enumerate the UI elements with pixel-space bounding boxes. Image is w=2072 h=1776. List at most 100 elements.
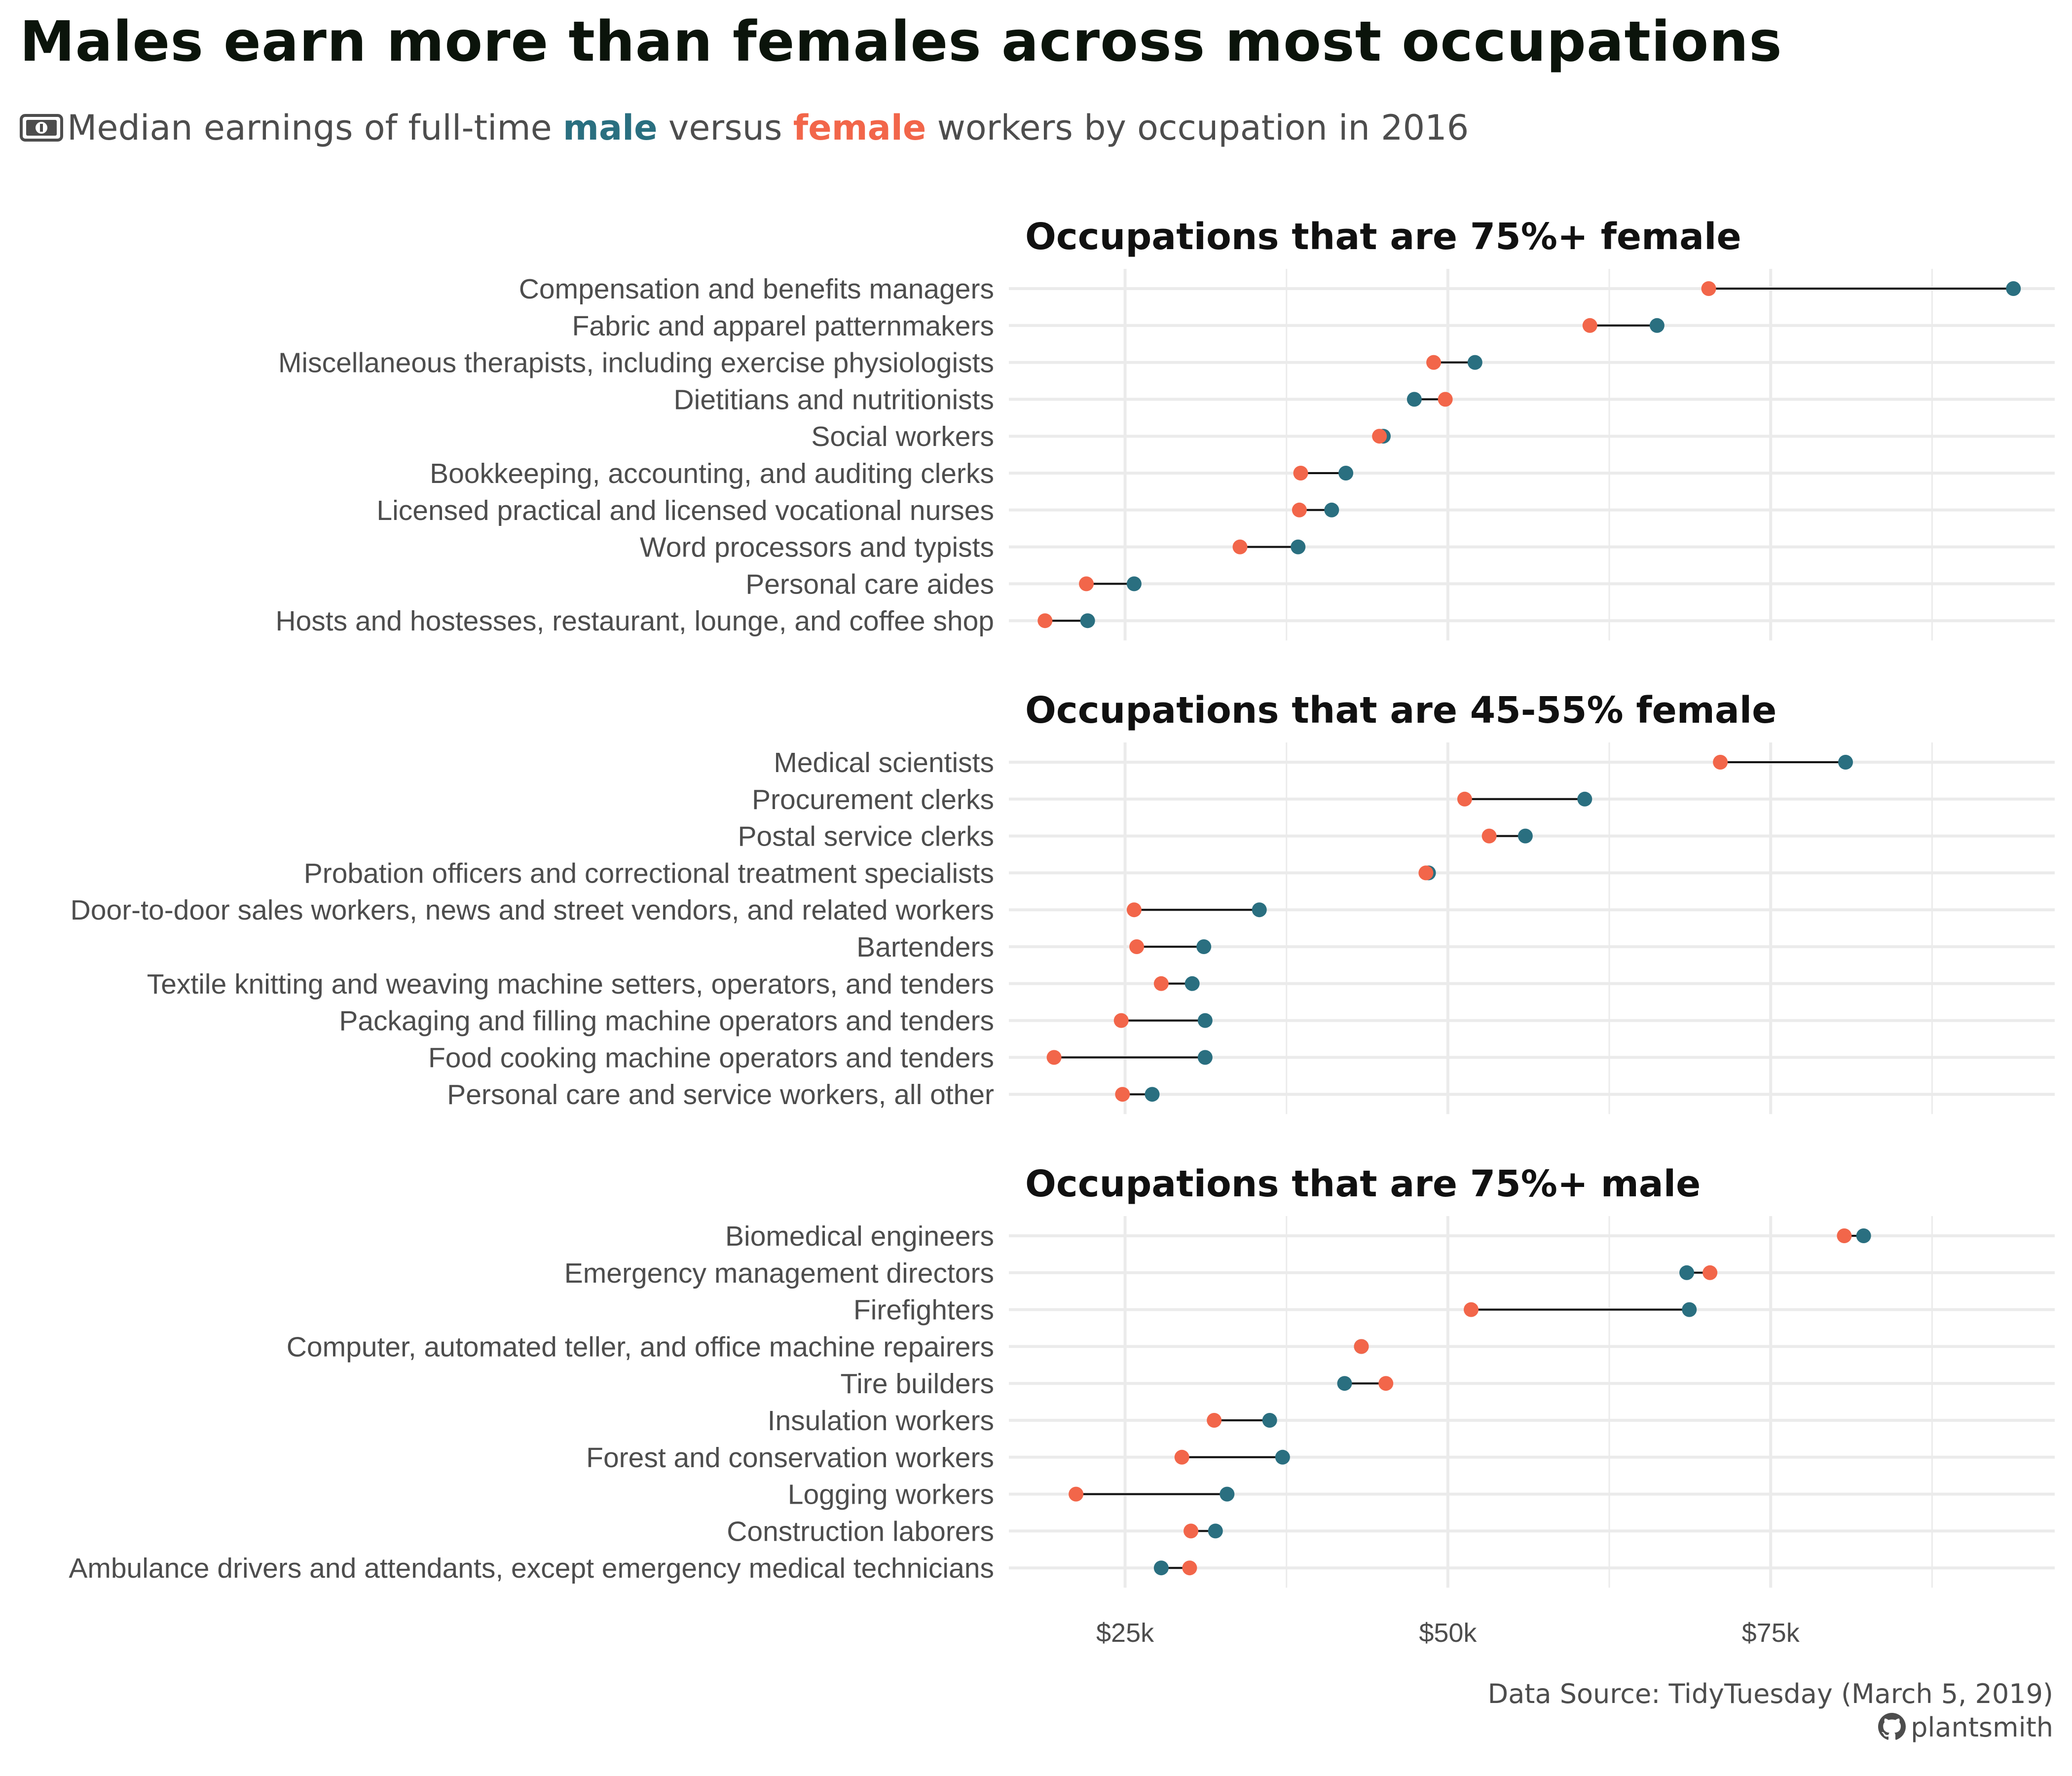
female-point bbox=[1069, 1486, 1084, 1502]
female-point bbox=[1426, 355, 1442, 370]
subtitle-middle: versus bbox=[668, 108, 782, 148]
male-point bbox=[1838, 755, 1853, 770]
male-point bbox=[1679, 1265, 1695, 1280]
occupation-label: Door-to-door sales workers, news and str… bbox=[71, 894, 994, 926]
female-point bbox=[1354, 1339, 1369, 1354]
male-point bbox=[1682, 1302, 1697, 1317]
occupation-label: Licensed practical and licensed vocation… bbox=[376, 495, 994, 526]
female-point bbox=[1292, 502, 1307, 518]
female-point bbox=[1702, 1265, 1718, 1280]
occupation-label: Postal service clerks bbox=[738, 821, 995, 852]
occupation-label: Miscellaneous therapists, including exer… bbox=[278, 347, 994, 379]
female-point bbox=[1372, 429, 1387, 444]
panel-title: Occupations that are 45-55% female bbox=[1025, 689, 1776, 732]
occupation-label: Personal care and service workers, all o… bbox=[447, 1079, 994, 1110]
occupation-label: Compensation and benefits managers bbox=[519, 273, 994, 305]
occupation-label: Bookkeeping, accounting, and auditing cl… bbox=[430, 458, 994, 489]
male-point bbox=[1208, 1523, 1223, 1539]
occupation-label: Logging workers bbox=[788, 1479, 994, 1511]
male-point bbox=[1577, 791, 1592, 807]
male-point bbox=[1262, 1413, 1277, 1428]
male-point bbox=[1517, 828, 1533, 844]
male-point bbox=[1145, 1087, 1160, 1102]
male-point bbox=[1126, 576, 1142, 592]
subtitle-male-word: male bbox=[563, 108, 658, 148]
female-point bbox=[1701, 281, 1716, 296]
caption-source: Data Source: TidyTuesday (March 5, 2019) bbox=[1487, 1678, 2053, 1709]
chart-title: Males earn more than females across most… bbox=[20, 10, 1782, 74]
occupation-label: Ambulance drivers and attendants, except… bbox=[69, 1553, 994, 1584]
male-point bbox=[1252, 902, 1267, 918]
occupation-label: Social workers bbox=[811, 421, 994, 452]
chart-subtitle: Median earnings of full-time male versus… bbox=[20, 109, 1490, 147]
occupation-label: Procurement clerks bbox=[752, 784, 994, 815]
male-point bbox=[1220, 1486, 1235, 1502]
female-point bbox=[1174, 1449, 1189, 1465]
occupation-label: Dietitians and nutritionists bbox=[674, 384, 995, 415]
occupation-label: Bartenders bbox=[856, 931, 994, 963]
chart-caption: Data Source: TidyTuesday (March 5, 2019)… bbox=[1488, 1677, 2053, 1744]
male-point bbox=[1196, 939, 1212, 954]
female-point bbox=[1232, 539, 1248, 555]
male-point bbox=[1649, 318, 1665, 333]
money-icon bbox=[20, 114, 63, 142]
female-point bbox=[1463, 1302, 1479, 1317]
female-point bbox=[1293, 466, 1308, 481]
male-point bbox=[1406, 392, 1422, 407]
occupation-label: Fabric and apparel patternmakers bbox=[572, 310, 994, 342]
female-point bbox=[1115, 1087, 1130, 1102]
x-tick-label: $25k bbox=[1096, 1618, 1154, 1648]
female-point bbox=[1582, 318, 1597, 333]
male-point bbox=[1337, 1376, 1352, 1391]
female-point bbox=[1438, 392, 1453, 407]
female-point bbox=[1182, 1560, 1197, 1576]
female-point bbox=[1153, 976, 1169, 991]
occupation-label: Hosts and hostesses, restaurant, lounge,… bbox=[275, 605, 994, 637]
male-point bbox=[1080, 613, 1095, 629]
female-point bbox=[1378, 1376, 1394, 1391]
occupation-label: Tire builders bbox=[841, 1368, 995, 1400]
male-point bbox=[1197, 1050, 1213, 1065]
female-point bbox=[1037, 613, 1053, 629]
male-point bbox=[1291, 539, 1306, 555]
subtitle-prefix: Median earnings of full-time bbox=[67, 108, 552, 148]
x-tick-label: $50k bbox=[1419, 1618, 1477, 1648]
occupation-label: Firefighters bbox=[853, 1295, 994, 1326]
subtitle-suffix: workers by occupation in 2016 bbox=[937, 108, 1469, 148]
female-point bbox=[1184, 1523, 1199, 1539]
panel-title: Occupations that are 75%+ female bbox=[1025, 216, 1741, 258]
github-icon bbox=[1878, 1713, 1906, 1740]
caption-author: plantsmith bbox=[1911, 1712, 2053, 1743]
female-point bbox=[1713, 755, 1728, 770]
male-point bbox=[1467, 355, 1482, 370]
subtitle-female-word: female bbox=[793, 108, 926, 148]
female-point bbox=[1129, 939, 1145, 954]
occupation-label: Emergency management directors bbox=[564, 1258, 994, 1289]
female-point bbox=[1126, 902, 1142, 918]
occupation-label: Food cooking machine operators and tende… bbox=[428, 1042, 994, 1073]
occupation-label: Packaging and filling machine operators … bbox=[339, 1005, 994, 1037]
occupation-label: Biomedical engineers bbox=[725, 1221, 994, 1252]
female-point bbox=[1046, 1050, 1062, 1065]
male-point bbox=[1324, 502, 1339, 518]
female-point bbox=[1113, 1013, 1129, 1028]
caption-author-line: plantsmith bbox=[1488, 1711, 2053, 1744]
male-point bbox=[1153, 1560, 1169, 1576]
occupation-label: Personal care aides bbox=[745, 568, 994, 600]
female-point bbox=[1079, 576, 1094, 592]
occupation-label: Forest and conservation workers bbox=[586, 1442, 994, 1474]
occupation-label: Insulation workers bbox=[768, 1405, 994, 1437]
female-point bbox=[1418, 865, 1434, 881]
occupation-label: Medical scientists bbox=[774, 747, 994, 778]
male-point bbox=[1184, 976, 1200, 991]
occupation-label: Construction laborers bbox=[727, 1516, 994, 1547]
occupation-label: Textile knitting and weaving machine set… bbox=[147, 968, 994, 1000]
occupation-label: Probation officers and correctional trea… bbox=[304, 857, 994, 889]
female-point bbox=[1207, 1413, 1222, 1428]
male-point bbox=[1275, 1449, 1290, 1465]
female-point bbox=[1457, 791, 1472, 807]
male-point bbox=[1197, 1013, 1213, 1028]
x-tick-label: $75k bbox=[1742, 1618, 1800, 1648]
panel-title: Occupations that are 75%+ male bbox=[1025, 1163, 1701, 1205]
